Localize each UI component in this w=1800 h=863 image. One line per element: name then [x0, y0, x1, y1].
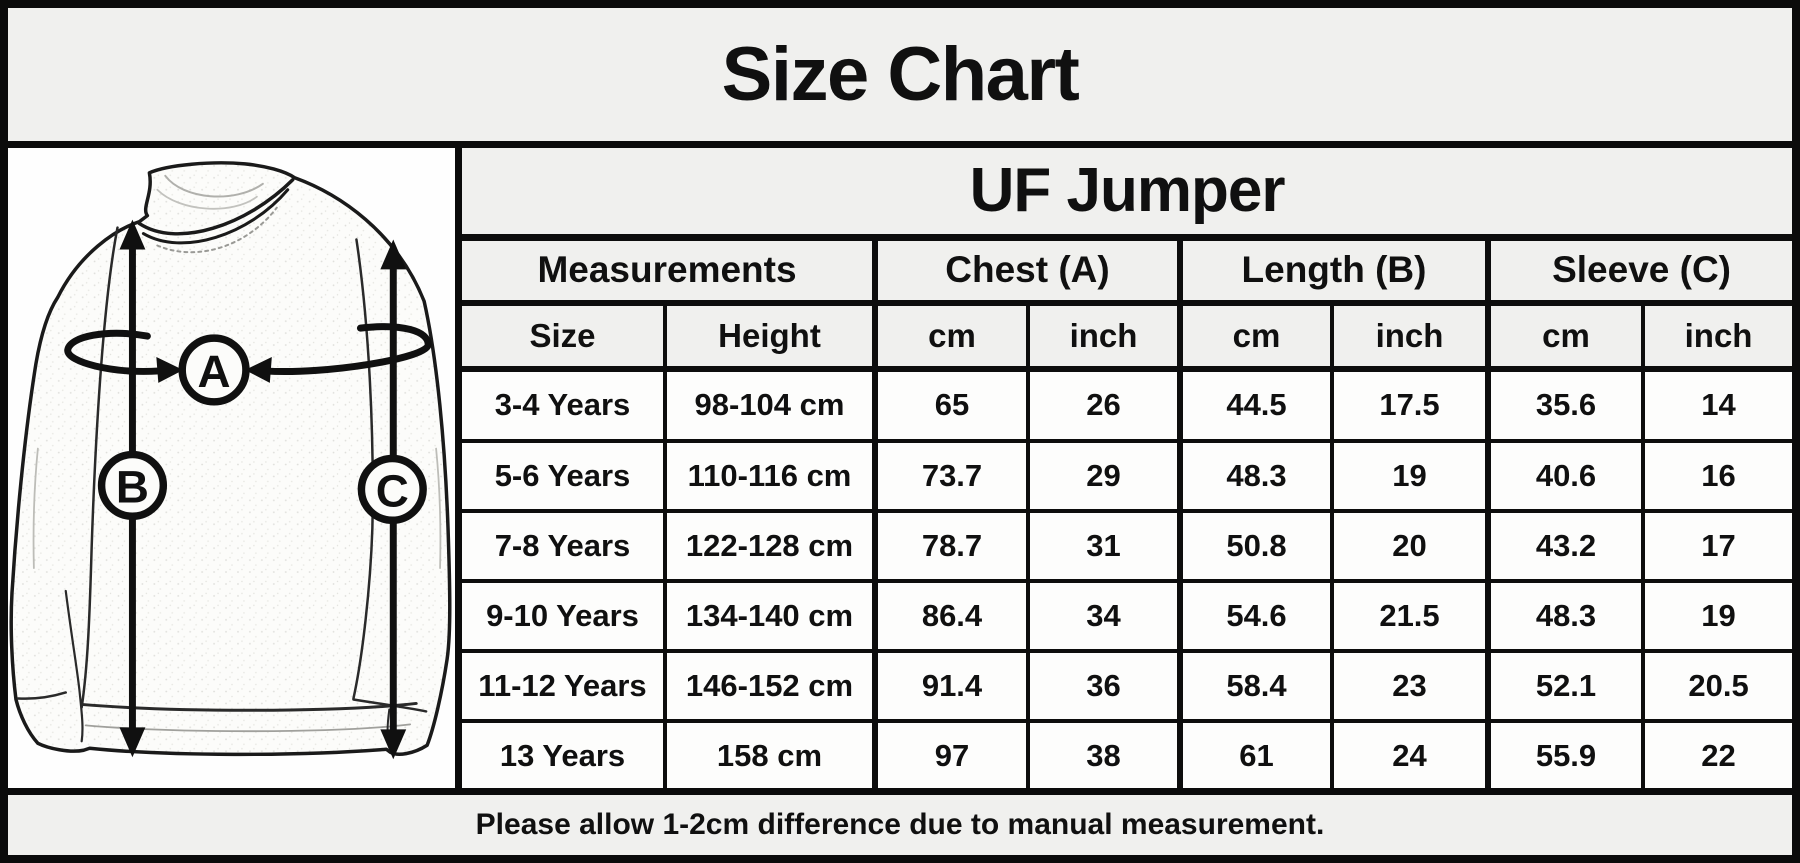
table-cell: 158 cm	[663, 719, 877, 788]
table-cell: 97	[872, 719, 1030, 788]
table-cell: 11-12 Years	[462, 649, 667, 724]
sleeve-label: C	[376, 465, 409, 516]
label-badges: A B C	[97, 334, 427, 524]
table-cell: 110-116 cm	[663, 438, 877, 514]
measurement-note: Please allow 1-2cm difference due to man…	[8, 788, 1792, 855]
col-length-cm: cm	[1177, 301, 1334, 372]
table-cell: 98-104 cm	[663, 367, 877, 443]
group-chest: Chest (A)	[872, 235, 1182, 306]
col-chest-cm: cm	[872, 301, 1030, 372]
group-measurements: Measurements	[462, 235, 877, 306]
table-title-row: UF Jumper	[462, 148, 1793, 241]
table-row: 13 Years 158 cm 97 38 61 24 55.9 22	[462, 719, 1793, 788]
table-cell: 122-128 cm	[663, 508, 877, 584]
seam-lines	[16, 226, 442, 753]
table-cell: 24	[1330, 719, 1490, 788]
table-cell: 16	[1640, 438, 1793, 514]
table-cell: 17.5	[1330, 367, 1490, 443]
table-cell: 19	[1330, 438, 1490, 514]
table-cell: 29	[1026, 438, 1182, 514]
content-area: A B C UF Jumper	[8, 148, 1793, 788]
table-cell: 7-8 Years	[462, 508, 667, 584]
table-cell: 65	[872, 367, 1030, 443]
table-cell: 20.5	[1640, 649, 1793, 724]
chest-arrow	[64, 323, 432, 383]
collar-lines	[137, 174, 295, 254]
page-header: Size Chart	[8, 8, 1792, 148]
table-cell: 22	[1640, 719, 1793, 788]
size-table: UF Jumper Measurements Chest (A) Length …	[462, 148, 1793, 788]
table-cell: 31	[1026, 508, 1182, 584]
col-size: Size	[462, 301, 667, 372]
table-cell: 21.5	[1330, 579, 1490, 654]
table-cell: 146-152 cm	[663, 649, 877, 724]
table-cell: 55.9	[1485, 719, 1645, 788]
table-cell: 52.1	[1485, 649, 1645, 724]
col-sleeve-inch: inch	[1640, 301, 1793, 372]
table-cell: 9-10 Years	[462, 579, 667, 654]
table-cell: 3-4 Years	[462, 367, 667, 443]
table-cell: 23	[1330, 649, 1490, 724]
table-cell: 5-6 Years	[462, 438, 667, 514]
column-header-row: Size Height cm inch cm inch cm inch	[462, 301, 1793, 372]
col-chest-inch: inch	[1026, 301, 1182, 372]
table-cell: 78.7	[872, 508, 1030, 584]
table-cell: 38	[1026, 719, 1182, 788]
chest-label: A	[198, 346, 231, 397]
table-cell: 50.8	[1177, 508, 1334, 584]
table-row: 5-6 Years 110-116 cm 73.7 29 48.3 19 40.…	[462, 438, 1793, 514]
col-height: Height	[663, 301, 877, 372]
table-row: 3-4 Years 98-104 cm 65 26 44.5 17.5 35.6…	[462, 367, 1793, 443]
group-sleeve: Sleeve (C)	[1484, 235, 1793, 306]
table-cell: 19	[1640, 579, 1793, 654]
table-cell: 43.2	[1485, 508, 1645, 584]
table-cell: 13 Years	[462, 719, 667, 788]
jumper-diagram-icon: A B C	[9, 161, 452, 760]
table-cell: 58.4	[1177, 649, 1334, 724]
table-cell: 61	[1177, 719, 1334, 788]
table-cell: 48.3	[1485, 579, 1645, 654]
table-cell: 44.5	[1177, 367, 1334, 443]
length-label: B	[116, 461, 149, 512]
measurement-diagram-panel: A B C	[8, 148, 462, 788]
group-header-row: Measurements Chest (A) Length (B) Sleeve…	[462, 235, 1793, 306]
table-row: 9-10 Years 134-140 cm 86.4 34 54.6 21.5 …	[462, 579, 1793, 654]
table-cell: 36	[1026, 649, 1182, 724]
table-cell: 134-140 cm	[663, 579, 877, 654]
note-text: Please allow 1-2cm difference due to man…	[475, 808, 1325, 841]
col-sleeve-cm: cm	[1485, 301, 1645, 372]
table-cell: 91.4	[872, 649, 1030, 724]
table-cell: 14	[1640, 367, 1793, 443]
group-length: Length (B)	[1177, 235, 1490, 306]
table-cell: 86.4	[872, 579, 1030, 654]
table-cell: 48.3	[1177, 438, 1334, 514]
col-length-inch: inch	[1330, 301, 1490, 372]
table-row: 11-12 Years 146-152 cm 91.4 36 58.4 23 5…	[462, 649, 1793, 724]
table-cell: 17	[1640, 508, 1793, 584]
table-cell: 40.6	[1485, 438, 1645, 514]
table-row: 7-8 Years 122-128 cm 78.7 31 50.8 20 43.…	[462, 508, 1793, 584]
page-title: Size Chart	[721, 32, 1080, 117]
table-cell: 20	[1330, 508, 1490, 584]
size-table-panel: UF Jumper Measurements Chest (A) Length …	[462, 148, 1793, 788]
product-title: UF Jumper	[462, 148, 1793, 241]
table-cell: 54.6	[1177, 579, 1334, 654]
table-cell: 34	[1026, 579, 1182, 654]
table-cell: 26	[1026, 367, 1182, 443]
table-cell: 73.7	[872, 438, 1030, 514]
table-cell: 35.6	[1485, 367, 1645, 443]
